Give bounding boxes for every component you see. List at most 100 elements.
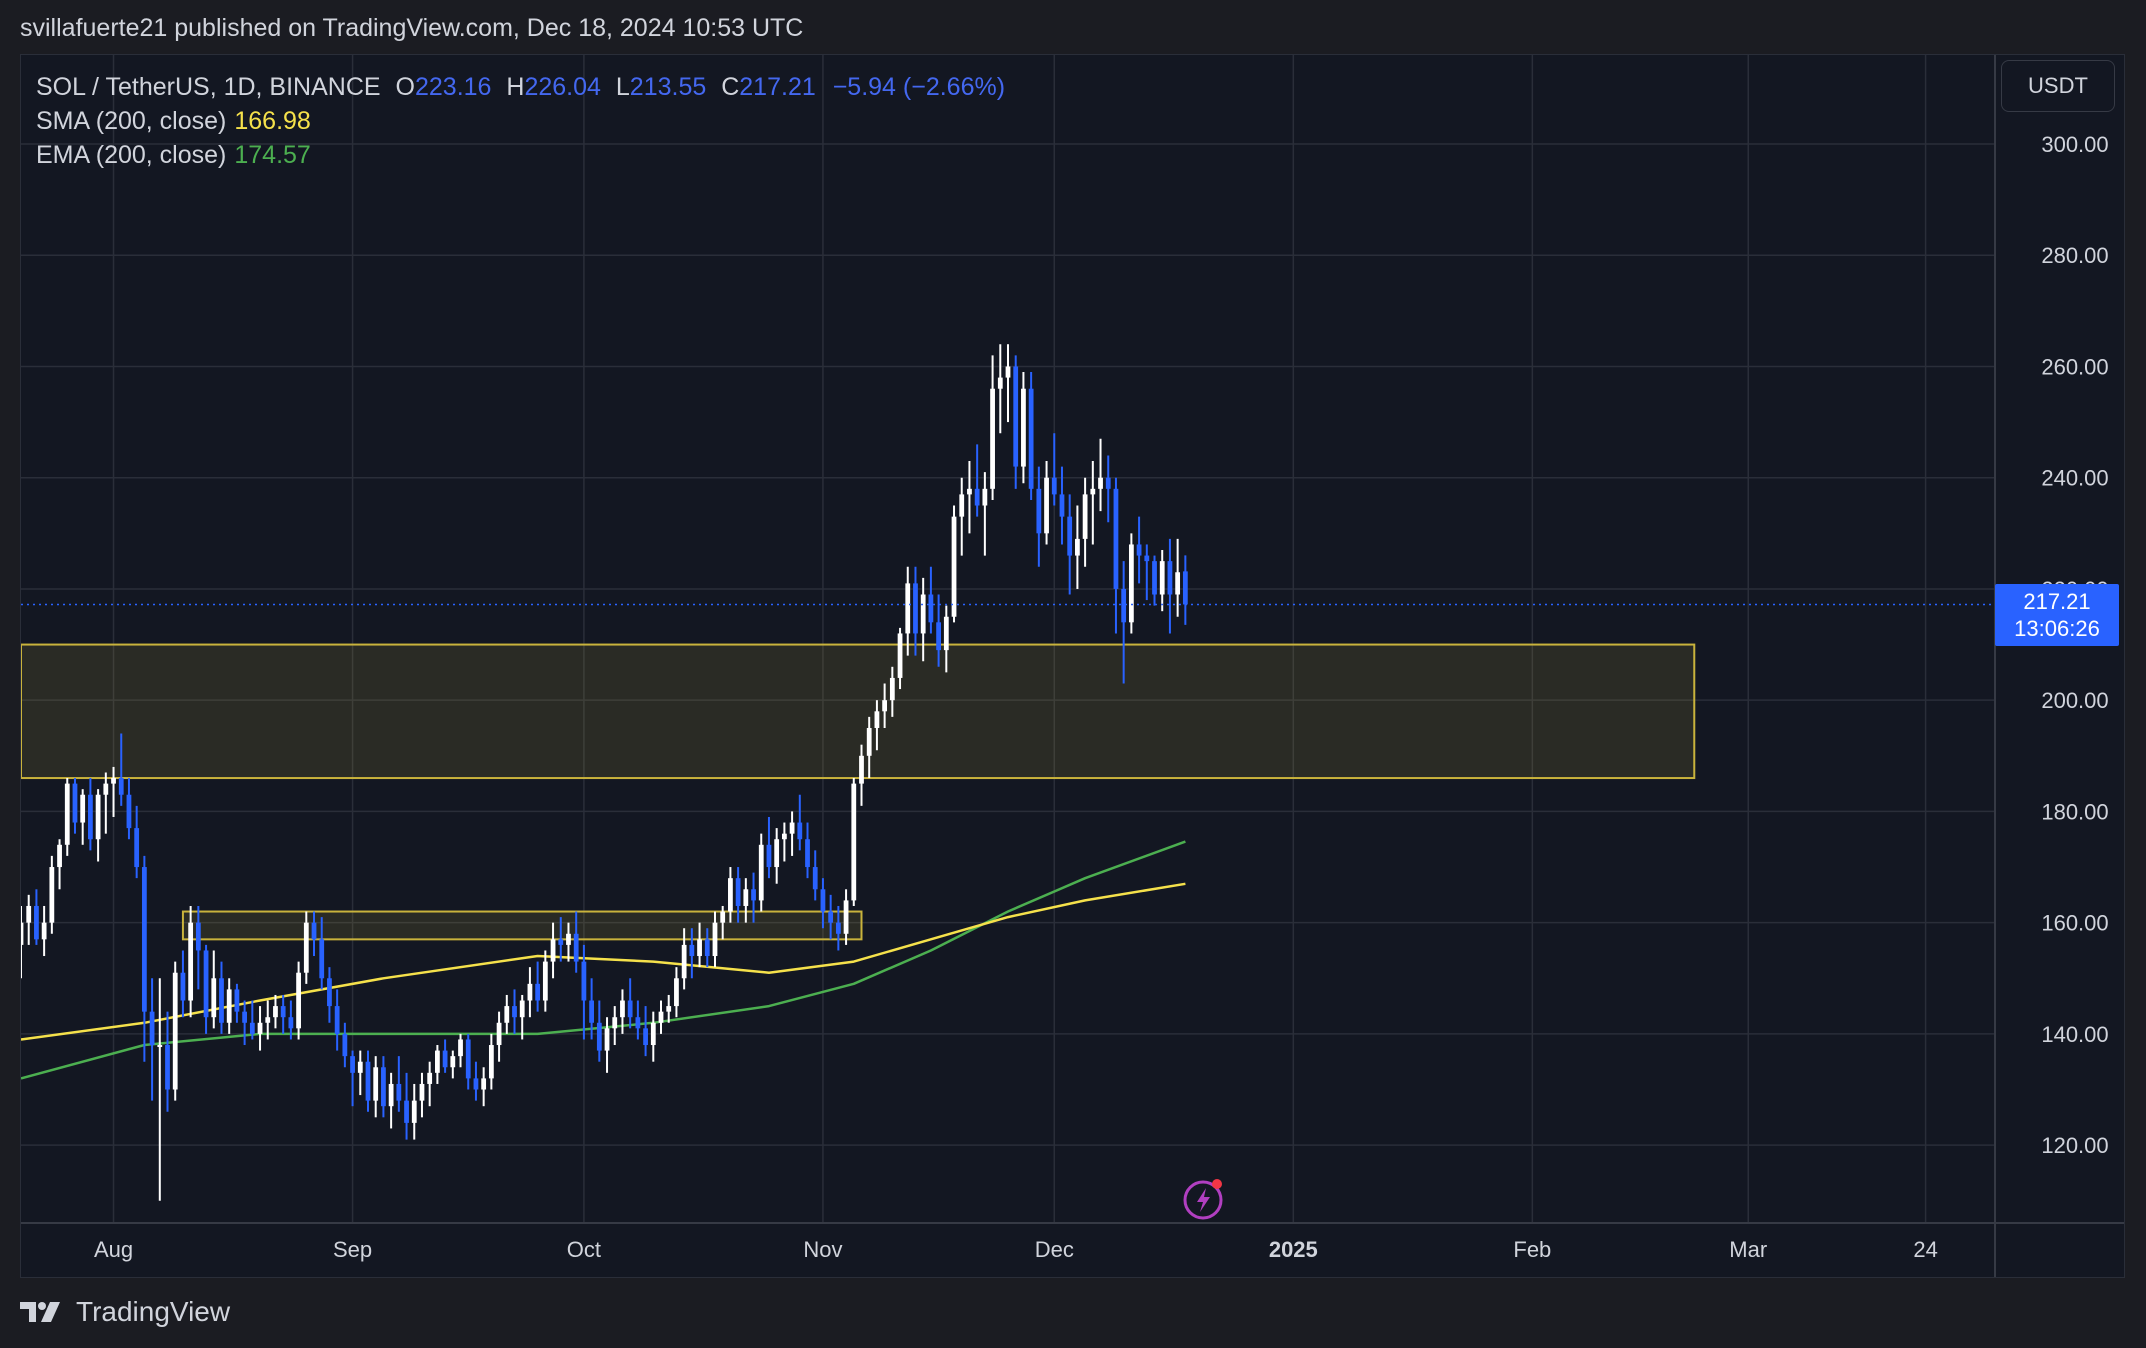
candle-body [889,677,895,701]
candle [404,1072,409,1140]
candle-body [897,633,903,678]
candlestick-chart[interactable]: 120.00140.00160.00180.00200.00220.00240.… [21,55,2124,1277]
tradingview-logo-icon [20,1302,60,1322]
candle-body [496,1022,502,1046]
candle [635,1000,641,1040]
candle-body [126,794,132,829]
candle-body [1121,588,1127,623]
candle [419,1072,425,1118]
candle-body [967,488,972,495]
candle-body [141,867,147,1012]
candle-body [458,1039,463,1057]
support-zone [181,910,863,941]
candle [373,1056,379,1118]
candle [458,1033,463,1068]
candle-body [943,616,949,651]
chart-frame[interactable]: 120.00140.00160.00180.00200.00220.00240.… [20,54,2125,1278]
candle [1036,466,1042,567]
candle [720,905,726,940]
x-tick-label: Aug [94,1237,133,1262]
legend-change: −5.94 (−2.66%) [832,73,1006,101]
candle [388,1072,394,1129]
candle [126,778,132,840]
candle [465,1033,471,1090]
candle-body [812,867,818,890]
x-tick-label: 24 [1913,1237,1937,1262]
legend-sma-row[interactable]: SMA (200, close) 166.98 [36,104,1005,138]
candle-body [635,1017,641,1029]
candle [288,1000,294,1040]
candle [859,744,864,806]
candle [195,905,201,990]
candle [473,1061,479,1101]
candle-body [465,1039,471,1079]
candle [650,1011,656,1062]
candle-body [735,878,741,906]
candle-body [620,1000,625,1018]
footer-brand[interactable]: TradingView [20,1296,230,1328]
candle [897,627,903,690]
lightning-alert-icon[interactable] [1182,1177,1226,1221]
candle-body [481,1078,487,1090]
candle-body [805,839,810,868]
sma-200-line [21,882,1186,1041]
x-tick-label: Dec [1035,1237,1074,1262]
candle [319,917,325,990]
candle-body [781,833,787,840]
candle-body [149,1011,155,1046]
candle [34,889,39,945]
candle-body [134,828,140,868]
candle-body [373,1067,379,1101]
candle-body [111,778,116,784]
candle [141,855,147,1062]
candle-body [1152,561,1157,595]
currency-button[interactable]: USDT [2001,60,2115,112]
candle [797,794,803,851]
candle-body [34,905,39,940]
candle [627,978,633,1029]
candle-body [1175,572,1181,595]
candle [188,905,194,1018]
candle [766,816,772,879]
candle [88,778,93,851]
candle [812,850,818,901]
candle-body [820,889,826,912]
candle [242,1000,248,1046]
legend-ema-row[interactable]: EMA (200, close) 174.57 [36,138,1005,172]
candle [689,928,695,979]
candle-body [1136,544,1142,556]
legend-ohlc-row: SOL / TetherUS, 1D, BINANCE O223.16 H226… [36,70,1005,104]
chart-legend: SOL / TetherUS, 1D, BINANCE O223.16 H226… [36,70,1005,172]
candle [943,605,949,673]
candle [596,1000,602,1062]
support-zone [21,643,1696,780]
x-tick-label: Mar [1729,1237,1767,1262]
candle-body [1113,488,1119,589]
candle-body [743,889,749,906]
candle [697,922,702,968]
candle [843,889,849,945]
candle-body [64,783,70,845]
candle-body [234,989,240,1012]
legend-low-value: 213.55 [629,73,707,101]
candle-body [920,594,926,634]
candle [1090,461,1096,545]
candle-body [203,950,209,1018]
candle-body [21,922,24,945]
candle-body [1082,494,1088,539]
candle [519,994,525,1040]
candle [681,928,687,990]
candle-body [473,1078,479,1090]
candle [273,994,278,1029]
candle [257,1006,263,1051]
candle [504,994,510,1034]
candle-body [566,933,571,945]
candle [1082,477,1088,567]
candle-body [41,922,47,940]
candle [936,594,941,667]
candle-body [558,939,564,945]
last-price-tag: 217.21 13:06:26 [1995,584,2119,646]
candle-body [774,839,780,868]
candle-body [388,1083,394,1107]
candle-body [172,972,178,1090]
